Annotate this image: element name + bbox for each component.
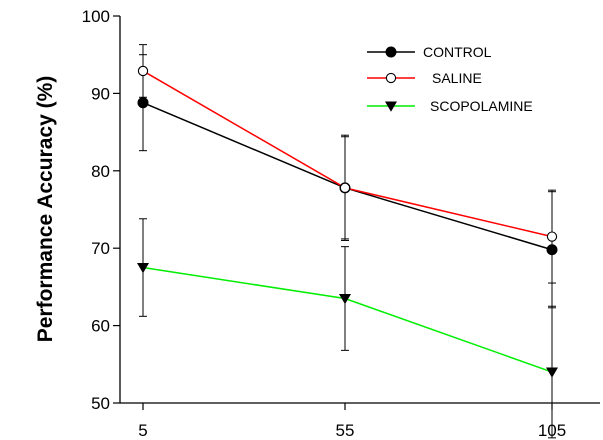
legend-marker: [385, 72, 397, 84]
y-axis-title: Performance Accuracy (%): [34, 76, 57, 343]
y-tick-label: 70: [91, 239, 110, 258]
legend-marker: [385, 46, 397, 58]
y-axis-ticks: 50 60 70 80 90 100: [82, 7, 120, 413]
series-layer: [137, 44, 558, 439]
data-point-scopolamine: [546, 367, 558, 378]
data-point-control: [137, 97, 149, 109]
x-tick-label: 55: [336, 421, 355, 440]
data-point-scopolamine: [339, 294, 351, 305]
y-tick-label: 60: [91, 317, 110, 336]
legend-item-saline: SALINE: [367, 70, 482, 86]
series-errorbars-saline: [139, 44, 556, 284]
series-line-scopolamine: [142, 266, 553, 373]
legend-item-scopolamine: SCOPOLAMINE: [367, 98, 533, 114]
x-axis-ticks: 5 55 105: [138, 403, 566, 440]
legend-label: CONTROL: [423, 44, 492, 60]
y-tick-label: 50: [91, 394, 110, 413]
y-tick-label: 90: [91, 84, 110, 103]
data-point-saline: [546, 231, 558, 242]
y-tick-label: 80: [91, 162, 110, 181]
data-point-control: [546, 244, 558, 256]
data-point-saline: [339, 182, 351, 193]
series-line-control: [142, 101, 553, 251]
legend-item-control: CONTROL: [367, 44, 492, 60]
series-errorbars-scopolamine: [139, 218, 556, 439]
x-tick-label: 5: [138, 421, 147, 440]
series-line-saline: [142, 70, 553, 238]
legend-label: SALINE: [432, 70, 482, 86]
legend-label: SCOPOLAMINE: [430, 98, 533, 114]
legend-marker: [385, 101, 397, 112]
y-tick-label: 100: [82, 7, 110, 26]
data-point-saline: [137, 65, 149, 77]
series-errorbars-control: [139, 54, 556, 309]
axes: [119, 16, 600, 404]
legend: CONTROL SALINE SCOPOLAMINE: [367, 44, 533, 114]
data-point-scopolamine: [137, 263, 149, 274]
